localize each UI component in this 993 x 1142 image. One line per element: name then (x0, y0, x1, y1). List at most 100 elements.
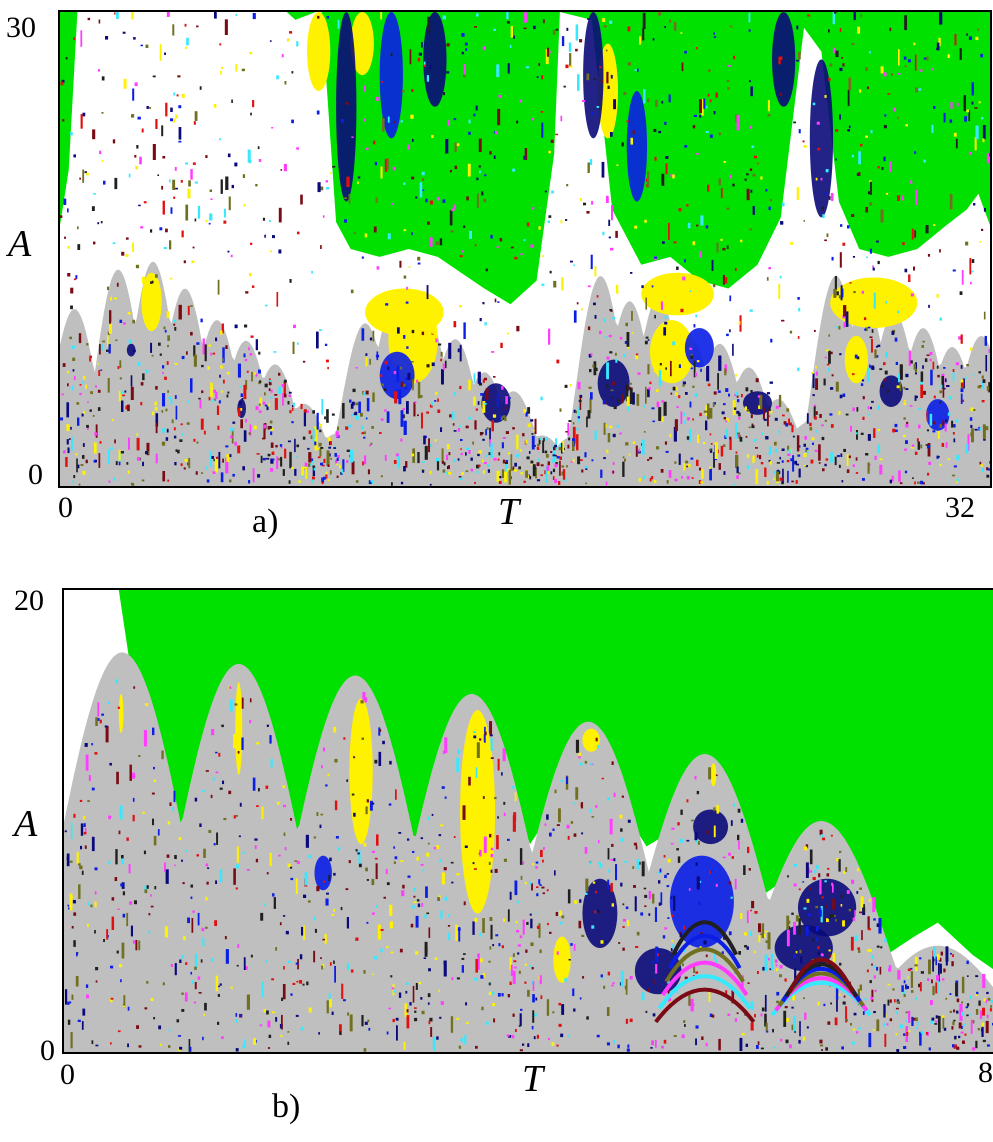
speckle-mark (413, 887, 416, 892)
speckle-mark (784, 978, 787, 982)
speckle-mark (192, 246, 195, 249)
speckle-mark (214, 12, 217, 19)
speckle-mark (149, 106, 152, 109)
speckle-mark (499, 238, 503, 242)
speckle-mark (914, 230, 917, 238)
speckle-mark (709, 99, 712, 103)
speckle-mark (525, 411, 528, 417)
speckle-mark (424, 914, 427, 919)
speckle-mark (415, 915, 419, 928)
speckle-mark (693, 964, 696, 973)
speckle-mark (701, 99, 704, 116)
speckle-mark (290, 877, 294, 881)
speckle-mark (89, 409, 92, 412)
speckle-mark (623, 353, 626, 357)
speckle-mark (773, 478, 776, 480)
speckle-mark (966, 1003, 970, 1007)
speckle-mark (403, 335, 406, 339)
speckle-mark (229, 699, 233, 712)
speckle-mark (205, 466, 208, 470)
speckle-mark (148, 913, 151, 916)
speckle-mark (193, 1001, 197, 1004)
speckle-mark (668, 998, 672, 1002)
speckle-mark (660, 469, 664, 473)
speckle-mark (308, 430, 312, 434)
speckle-mark (696, 224, 699, 227)
speckle-mark (193, 345, 196, 357)
speckle-mark (852, 407, 855, 412)
speckle-mark (128, 863, 131, 874)
speckle-mark (736, 1012, 739, 1014)
speckle-mark (568, 437, 571, 441)
speckle-mark (750, 390, 753, 393)
speckle-mark (899, 382, 902, 392)
speckle-mark (903, 402, 907, 405)
speckle-mark (607, 433, 611, 443)
speckle-mark (261, 806, 264, 820)
speckle-mark (473, 113, 476, 117)
speckle-mark (461, 250, 464, 253)
speckle-mark (231, 99, 233, 103)
speckle-mark (284, 81, 287, 85)
speckle-mark (928, 959, 931, 975)
speckle-mark (654, 314, 656, 319)
speckle-mark (699, 251, 702, 258)
speckle-mark (479, 738, 482, 741)
speckle-mark (676, 406, 679, 408)
speckle-mark (392, 166, 396, 171)
speckle-mark (300, 403, 303, 410)
speckle-mark (610, 132, 613, 137)
speckle-mark (850, 1023, 852, 1026)
speckle-mark (213, 843, 216, 846)
speckle-mark (726, 207, 730, 210)
speckle-mark (735, 391, 739, 396)
speckle-mark (803, 907, 807, 910)
speckle-mark (270, 380, 272, 383)
speckle-mark (448, 914, 450, 917)
speckle-mark (174, 327, 177, 331)
speckle-mark (103, 180, 106, 185)
speckle-mark (475, 1045, 478, 1049)
speckle-mark (242, 466, 245, 471)
speckle-mark (546, 454, 549, 458)
speckle-mark (477, 953, 480, 970)
speckle-mark (643, 887, 647, 890)
speckle-mark (363, 118, 366, 122)
speckle-mark (768, 415, 771, 417)
speckle-mark (357, 176, 361, 179)
speckle-mark (961, 976, 965, 994)
speckle-mark (268, 381, 272, 386)
speckle-mark (520, 472, 524, 475)
speckle-mark (507, 63, 510, 74)
speckle-mark (912, 477, 914, 479)
speckle-mark (889, 479, 892, 484)
speckle-mark (879, 966, 882, 975)
speckle-mark (830, 351, 833, 355)
speckle-mark (961, 1011, 965, 1016)
speckle-mark (475, 767, 478, 779)
speckle-mark (362, 461, 364, 466)
speckle-mark (929, 352, 933, 356)
speckle-mark (756, 162, 760, 165)
speckle-mark (695, 1025, 699, 1029)
speckle-mark (677, 822, 680, 826)
speckle-mark (695, 47, 698, 50)
speckle-mark (636, 393, 640, 406)
speckle-mark (283, 380, 286, 397)
speckle-mark (69, 438, 71, 440)
speckle-mark (686, 799, 689, 803)
speckle-mark (411, 453, 415, 457)
speckle-mark (391, 202, 394, 205)
speckle-mark (208, 344, 212, 347)
speckle-mark (905, 1020, 908, 1023)
speckle-mark (815, 926, 819, 932)
speckle-mark (919, 1031, 922, 1034)
speckle-mark (829, 413, 833, 416)
speckle-mark (915, 87, 919, 93)
speckle-mark (645, 336, 649, 339)
speckle-mark (223, 817, 227, 821)
speckle-mark (905, 440, 908, 444)
speckle-mark (268, 388, 271, 392)
speckle-mark (230, 427, 234, 432)
speckle-mark (403, 229, 407, 232)
